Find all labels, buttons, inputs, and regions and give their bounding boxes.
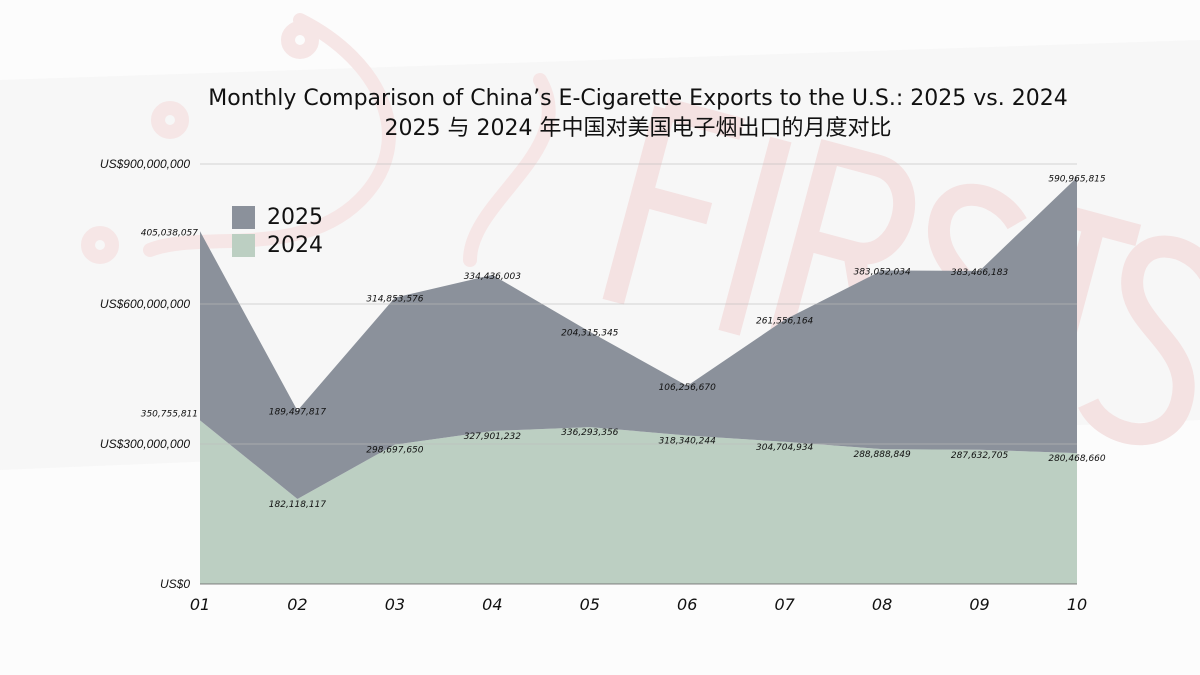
- y-tick-label: US$0: [160, 577, 190, 591]
- data-label-2025: 590,965,815: [1048, 174, 1106, 184]
- data-label-2025: 314,853,576: [366, 295, 424, 305]
- data-label-2024: 350,755,811: [141, 409, 198, 419]
- data-label-2025: 189,497,817: [269, 408, 327, 418]
- x-tick-label: 09: [969, 595, 989, 614]
- x-tick-label: 06: [677, 595, 697, 614]
- data-label-2025: 383,052,034: [853, 267, 911, 277]
- legend-label-2024: 2024: [267, 232, 323, 258]
- legend-swatch-2024: [232, 233, 255, 257]
- x-tick-label: 04: [482, 595, 502, 614]
- x-tick-label: 01: [190, 595, 210, 614]
- x-tick-label: 10: [1067, 595, 1087, 614]
- y-tick-label: US$900,000,000: [100, 157, 190, 171]
- data-label-2024: 304,704,934: [756, 443, 814, 453]
- y-tick-label: US$600,000,000: [100, 297, 190, 311]
- data-label-2024: 298,697,650: [366, 446, 424, 456]
- x-tick-label: 02: [287, 595, 307, 614]
- data-label-2025: 383,466,183: [951, 268, 1009, 278]
- data-label-2025: 405,038,057: [141, 228, 199, 238]
- chart-title: Monthly Comparison of China’s E-Cigarett…: [208, 86, 1068, 111]
- x-tick-label: 03: [385, 595, 405, 614]
- data-label-2024: 182,118,117: [269, 500, 327, 510]
- legend: 2025 2024: [232, 203, 323, 259]
- legend-item-2024: 2024: [232, 231, 323, 259]
- area-series-2024: [200, 420, 1077, 584]
- area-series-2025: [200, 177, 1077, 500]
- data-label-2024: 336,293,356: [561, 428, 619, 438]
- data-label-2025: 204,315,345: [561, 329, 619, 339]
- legend-label-2025: 2025: [267, 204, 323, 230]
- x-tick-label: 05: [580, 595, 600, 614]
- x-tick-label: 07: [774, 595, 795, 614]
- data-label-2024: 288,888,849: [853, 450, 911, 460]
- x-tick-label: 08: [872, 595, 892, 614]
- legend-item-2025: 2025: [232, 203, 323, 231]
- y-tick-label: US$300,000,000: [100, 437, 190, 451]
- data-label-2025: 334,436,003: [464, 272, 522, 282]
- legend-swatch-2025: [232, 205, 255, 229]
- data-label-2024: 327,901,232: [464, 432, 522, 442]
- data-label-2025: 106,256,670: [659, 383, 717, 393]
- data-label-2024: 318,340,244: [659, 436, 717, 446]
- data-label-2025: 261,556,164: [756, 317, 814, 327]
- chart-subtitle: 2025 与 2024 年中国对美国电子烟出口的月度对比: [384, 116, 892, 141]
- data-label-2024: 280,468,660: [1048, 454, 1106, 464]
- data-label-2024: 287,632,705: [951, 451, 1009, 461]
